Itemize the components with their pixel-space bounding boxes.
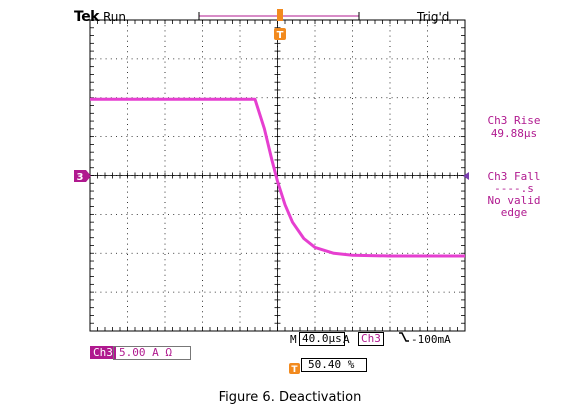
trigger-position-icon-label: T xyxy=(291,365,298,374)
channel-badge[interactable]: Ch3 xyxy=(90,346,116,359)
trigger-level[interactable]: -100mA xyxy=(411,333,451,346)
trigger-source[interactable]: Ch3 xyxy=(358,332,384,346)
channel-ground-marker[interactable]: 3 xyxy=(74,170,91,183)
fall-measurement-value: ----.s xyxy=(494,182,534,195)
trigger-prefix: A xyxy=(343,333,350,346)
trigger-level-arrow xyxy=(463,172,469,180)
trigger-position-marker[interactable]: T xyxy=(274,28,286,41)
brand-logo: Tek xyxy=(74,9,100,25)
fall-measurement-message-line2: edge xyxy=(500,206,528,219)
timebase-value[interactable]: 40.0µs xyxy=(299,332,345,346)
ch3-waveform xyxy=(90,97,465,258)
figure-caption: Figure 6. Deactivation xyxy=(218,390,362,405)
fall-measurement-label: Ch3 Fall xyxy=(487,170,541,183)
timebase-prefix: M xyxy=(290,333,297,346)
fall-measurement-message: No valid xyxy=(487,194,541,207)
channel-scale[interactable]: 5.00 A Ω xyxy=(113,346,191,360)
channel-ground-label: 3 xyxy=(77,172,84,183)
rise-measurement-value: 49.88µs xyxy=(490,127,538,140)
falling-slope-icon xyxy=(398,331,410,346)
rise-measurement-label: Ch3 Rise xyxy=(487,114,541,127)
trigger-position-icon: T xyxy=(289,359,300,378)
trigger-marker-label: T xyxy=(277,30,284,41)
record-window-bracket xyxy=(198,9,360,21)
trigger-position[interactable]: 50.40 % xyxy=(301,358,367,372)
